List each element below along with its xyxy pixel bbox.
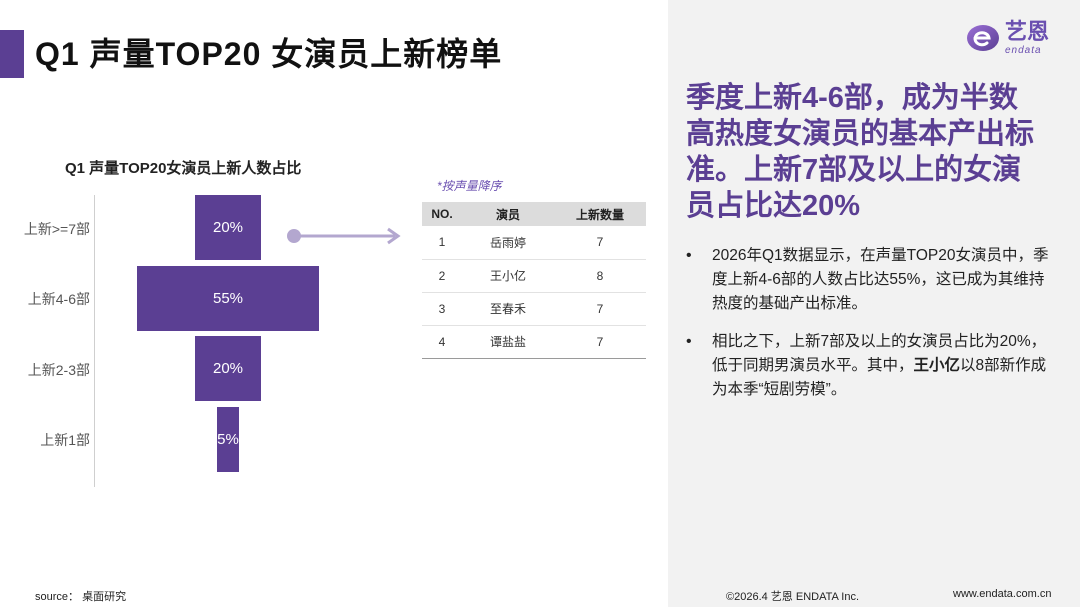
right-arrow-icon	[287, 227, 401, 245]
table-row: 3 至春禾 7	[422, 292, 646, 326]
header-count: 上新数量	[554, 202, 646, 226]
bullet-text: 2026年Q1数据显示，在声量TOP20女演员中，季度上新4-6部的人数占比达5…	[712, 247, 1049, 312]
summary-headline: 季度上新4-6部，成为半数高热度女演员的基本产出标准。上新7部及以上的女演员占比…	[686, 82, 1035, 222]
cell-count: 7	[554, 292, 646, 326]
endata-logo: 艺恩 endata	[965, 20, 1065, 60]
bullet-item: • 相比之下，上新7部及以上的女演员占比为20%，低于同期男演员水平。其中，王小…	[686, 330, 1056, 402]
funnel-bar: 20%	[195, 336, 261, 401]
source-note: source： 桌面研究	[35, 591, 127, 603]
bullet-text: 相比之下，上新7部及以上的女演员占比为20%，低于同期男演员水平。其中，	[712, 333, 1047, 374]
logo-text-cn: 艺恩	[1005, 19, 1050, 44]
category-label: 上新4-6部	[27, 291, 90, 307]
category-label: 上新2-3部	[27, 361, 90, 378]
cell-count: 8	[554, 259, 646, 293]
table-row: 4 谭盐盐 7	[422, 325, 646, 359]
bullet-dot-icon: •	[686, 333, 692, 350]
footer-url: www.endata.com.cn	[953, 588, 1052, 600]
bullet-list: • 2026年Q1数据显示，在声量TOP20女演员中，季度上新4-6部的人数占比…	[686, 244, 1056, 416]
bullet-text-tail: 以8部新作成为本季“短剧劳模”。	[712, 357, 1047, 398]
category-label: 上新1部	[40, 432, 90, 448]
cell-no: 1	[422, 226, 462, 260]
funnel-chart: 上新>=7部 20% 上新4-6部 55% 上新2-3部 20% 上新1部 5%	[20, 195, 420, 495]
page-title: Q1 声量TOP20 女演员上新榜单	[35, 36, 503, 72]
endata-logo-icon	[967, 25, 999, 51]
ranking-table: NO. 演员 上新数量 1 岳雨婷 7 2 王小亿 8 3 至春禾 7 4 谭盐…	[422, 202, 646, 359]
bullet-item: • 2026年Q1数据显示，在声量TOP20女演员中，季度上新4-6部的人数占比…	[686, 244, 1056, 316]
funnel-bar: 5%	[217, 406, 239, 472]
header-actor: 演员	[462, 202, 554, 226]
footer-copyright: ©2026.4 艺恩 ENDATA Inc.	[726, 591, 860, 603]
cell-actor: 王小亿	[462, 259, 554, 293]
title-accent-bar	[0, 30, 24, 78]
cell-no: 2	[422, 259, 462, 293]
bar-value-label: 5%	[217, 430, 239, 448]
table-row: 1 岳雨婷 7	[422, 226, 646, 260]
cell-no: 4	[422, 325, 462, 359]
chart-axis-line	[94, 195, 95, 487]
logo-text-en: endata	[1005, 45, 1042, 56]
cell-actor: 岳雨婷	[462, 226, 554, 260]
cell-no: 3	[422, 292, 462, 326]
table-row: 2 王小亿 8	[422, 259, 646, 293]
chart-title: Q1 声量TOP20女演员上新人数占比	[65, 160, 302, 177]
category-label: 上新>=7部	[23, 220, 90, 237]
header-no: NO.	[422, 202, 462, 226]
summary-panel	[668, 0, 1080, 607]
funnel-bar: 55%	[137, 265, 319, 331]
bar-value-label: 20%	[212, 360, 244, 377]
cell-count: 7	[554, 226, 646, 260]
sort-note: *按声量降序	[437, 179, 502, 193]
cell-actor: 至春禾	[462, 292, 554, 326]
table-header-row: NO. 演员 上新数量	[422, 202, 646, 226]
bullet-highlight: 王小亿	[913, 357, 961, 374]
bar-value-label: 55%	[212, 289, 244, 307]
bullet-dot-icon: •	[686, 247, 692, 264]
cell-count: 7	[554, 325, 646, 359]
cell-actor: 谭盐盐	[462, 325, 554, 359]
bar-value-label: 20%	[212, 219, 244, 236]
funnel-bar: 20%	[195, 195, 261, 260]
